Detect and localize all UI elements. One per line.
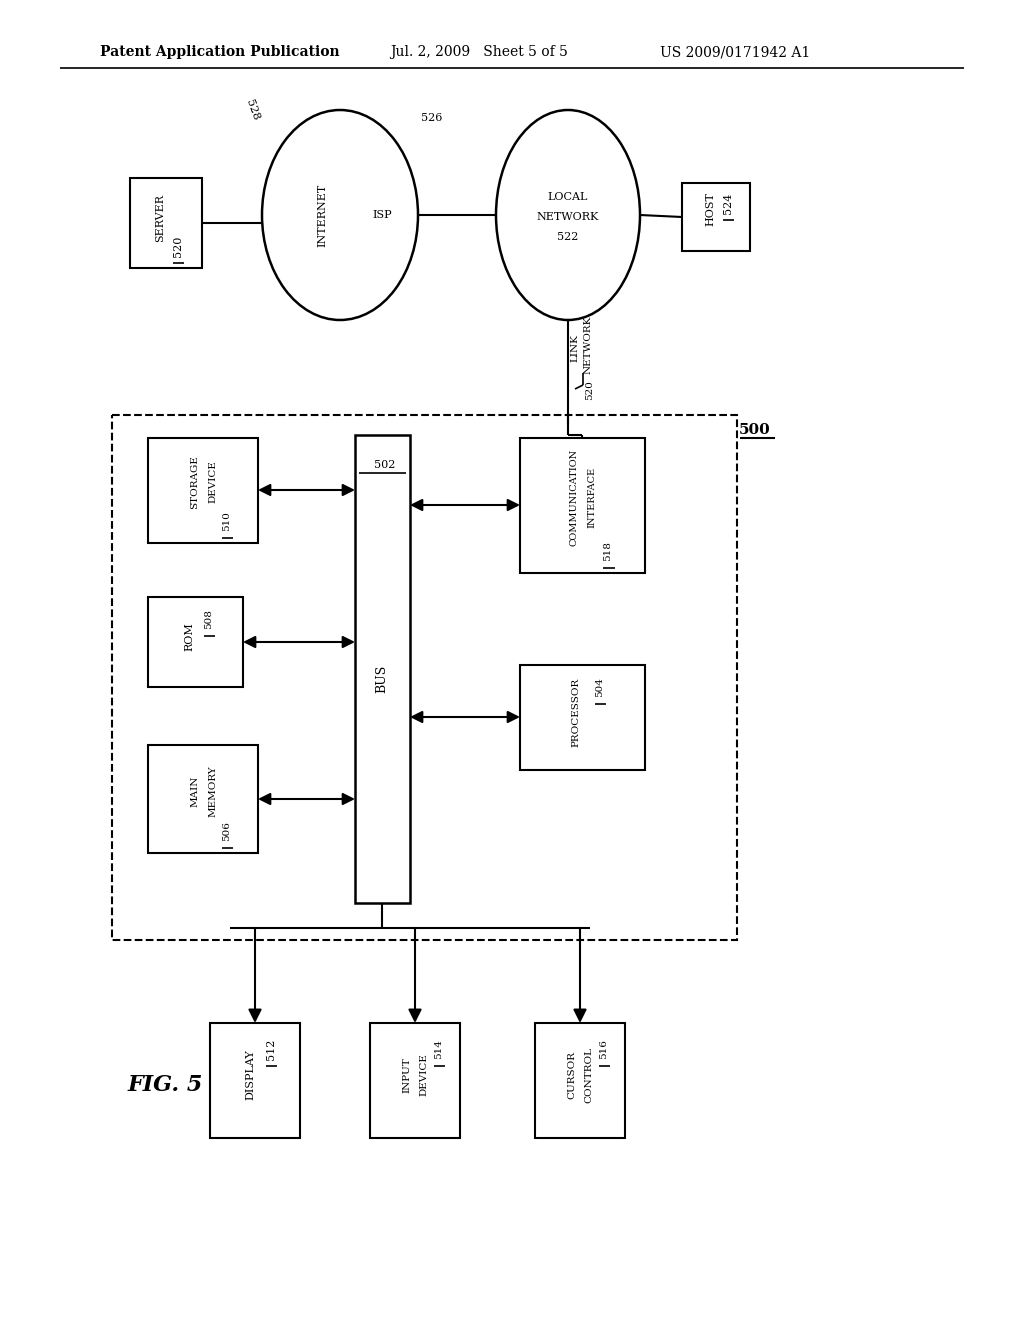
FancyBboxPatch shape <box>682 183 750 251</box>
Text: BUS: BUS <box>376 665 388 693</box>
Text: Jul. 2, 2009   Sheet 5 of 5: Jul. 2, 2009 Sheet 5 of 5 <box>390 45 568 59</box>
FancyBboxPatch shape <box>148 438 258 543</box>
Text: MAIN: MAIN <box>190 775 200 807</box>
Text: 514: 514 <box>434 1039 443 1059</box>
FancyBboxPatch shape <box>130 178 202 268</box>
Text: 502: 502 <box>375 459 395 470</box>
Text: NETWORK: NETWORK <box>584 315 593 374</box>
FancyBboxPatch shape <box>148 744 258 853</box>
FancyBboxPatch shape <box>535 1023 625 1138</box>
Ellipse shape <box>262 110 418 319</box>
Text: Patent Application Publication: Patent Application Publication <box>100 45 340 59</box>
Text: LOCAL: LOCAL <box>548 191 588 202</box>
Text: 516: 516 <box>599 1039 608 1059</box>
Text: DEVICE: DEVICE <box>420 1053 428 1097</box>
Text: 524: 524 <box>723 193 733 214</box>
Text: CURSOR: CURSOR <box>567 1051 577 1100</box>
Text: 508: 508 <box>205 609 213 628</box>
Text: 506: 506 <box>222 821 231 841</box>
FancyBboxPatch shape <box>520 438 645 573</box>
Text: DEVICE: DEVICE <box>209 461 217 503</box>
Text: 510: 510 <box>222 511 231 531</box>
Text: COMMUNICATION: COMMUNICATION <box>569 449 579 545</box>
Text: ROM: ROM <box>184 623 194 651</box>
Text: HOST: HOST <box>705 193 715 226</box>
Text: INTERFACE: INTERFACE <box>588 466 597 528</box>
Text: 520: 520 <box>173 235 183 256</box>
Text: ISP: ISP <box>372 210 392 220</box>
Text: 522: 522 <box>557 232 579 242</box>
FancyBboxPatch shape <box>148 597 243 686</box>
Text: PROCESSOR: PROCESSOR <box>571 677 581 747</box>
Text: FIG. 5: FIG. 5 <box>128 1074 204 1096</box>
Text: 518: 518 <box>603 541 612 561</box>
Text: 512: 512 <box>266 1039 276 1060</box>
Text: 526: 526 <box>421 114 442 123</box>
Text: STORAGE: STORAGE <box>190 455 200 510</box>
Text: 500: 500 <box>739 422 771 437</box>
Ellipse shape <box>496 110 640 319</box>
Text: LINK: LINK <box>570 334 580 362</box>
Text: DISPLAY: DISPLAY <box>245 1049 255 1101</box>
FancyBboxPatch shape <box>112 414 737 940</box>
FancyBboxPatch shape <box>210 1023 300 1138</box>
Text: CONTROL: CONTROL <box>585 1047 594 1104</box>
Text: 520: 520 <box>586 380 595 400</box>
Text: SERVER: SERVER <box>155 194 165 242</box>
FancyBboxPatch shape <box>355 436 410 903</box>
Text: US 2009/0171942 A1: US 2009/0171942 A1 <box>660 45 810 59</box>
Text: MEMORY: MEMORY <box>209 766 217 817</box>
Text: INPUT: INPUT <box>402 1057 412 1093</box>
Text: 528: 528 <box>244 98 260 121</box>
Text: NETWORK: NETWORK <box>537 213 599 222</box>
Text: INTERNET: INTERNET <box>317 183 327 247</box>
Text: 504: 504 <box>596 677 604 697</box>
FancyBboxPatch shape <box>520 665 645 770</box>
FancyBboxPatch shape <box>370 1023 460 1138</box>
